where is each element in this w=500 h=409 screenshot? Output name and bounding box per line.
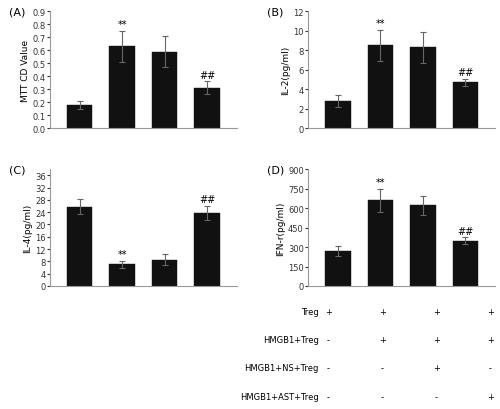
Text: **: ** bbox=[376, 178, 385, 187]
Text: -: - bbox=[381, 364, 384, 373]
Text: -: - bbox=[327, 364, 330, 373]
Text: HMGB1+Treg: HMGB1+Treg bbox=[262, 335, 318, 344]
Text: (B): (B) bbox=[267, 8, 283, 18]
Y-axis label: MTT CD Value: MTT CD Value bbox=[21, 40, 30, 101]
Text: ##: ## bbox=[199, 70, 216, 81]
Bar bbox=[368, 46, 393, 129]
Text: +: + bbox=[486, 307, 494, 316]
Text: Treg: Treg bbox=[301, 307, 318, 316]
Y-axis label: IL-4(pg/ml): IL-4(pg/ml) bbox=[24, 203, 32, 253]
Text: ##: ## bbox=[457, 67, 473, 78]
Text: +: + bbox=[486, 335, 494, 344]
Bar bbox=[325, 102, 350, 129]
Text: ##: ## bbox=[199, 195, 216, 205]
Text: +: + bbox=[433, 307, 440, 316]
Text: -: - bbox=[381, 392, 384, 401]
Text: -: - bbox=[327, 335, 330, 344]
Bar bbox=[410, 206, 436, 286]
Bar bbox=[194, 213, 220, 286]
Text: ##: ## bbox=[457, 226, 473, 236]
Bar bbox=[110, 47, 135, 129]
Text: **: ** bbox=[118, 249, 127, 259]
Text: +: + bbox=[486, 392, 494, 401]
Text: +: + bbox=[379, 307, 386, 316]
Text: -: - bbox=[327, 392, 330, 401]
Text: **: ** bbox=[118, 20, 127, 30]
Text: +: + bbox=[433, 364, 440, 373]
Bar bbox=[110, 265, 135, 286]
Text: **: ** bbox=[376, 19, 385, 29]
Text: (D): (D) bbox=[267, 165, 284, 175]
Text: (C): (C) bbox=[9, 165, 26, 175]
Bar bbox=[410, 48, 436, 129]
Bar bbox=[152, 260, 178, 286]
Text: HMGB1+AST+Treg: HMGB1+AST+Treg bbox=[240, 392, 318, 401]
Y-axis label: IFN-r(pg/ml): IFN-r(pg/ml) bbox=[276, 201, 285, 255]
Bar bbox=[67, 207, 92, 286]
Y-axis label: IL-2(pg/ml): IL-2(pg/ml) bbox=[282, 46, 290, 95]
Text: (A): (A) bbox=[9, 8, 25, 18]
Text: -: - bbox=[488, 364, 492, 373]
Text: +: + bbox=[325, 307, 332, 316]
Bar bbox=[67, 106, 92, 129]
Bar bbox=[152, 52, 178, 129]
Bar bbox=[325, 251, 350, 286]
Text: +: + bbox=[379, 335, 386, 344]
Text: -: - bbox=[434, 392, 438, 401]
Text: HMGB1+NS+Treg: HMGB1+NS+Treg bbox=[244, 364, 318, 373]
Bar bbox=[452, 83, 478, 129]
Text: +: + bbox=[433, 335, 440, 344]
Bar bbox=[452, 241, 478, 286]
Bar bbox=[194, 89, 220, 129]
Bar bbox=[368, 201, 393, 286]
